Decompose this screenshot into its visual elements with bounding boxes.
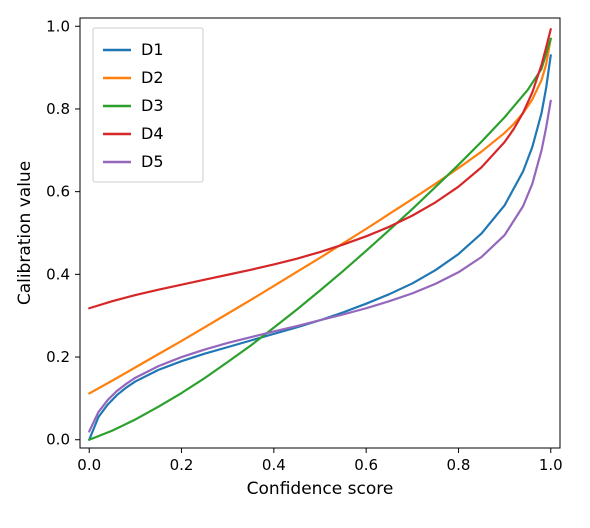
x-tick-label: 1.0 [539, 456, 563, 474]
y-tick-label: 0.2 [46, 348, 70, 366]
calibration-chart: 0.0 0.2 0.4 0.6 0.8 1.0 0.0 0.2 0.4 0.6 0.8 1.0 Conf… [0, 0, 590, 528]
y-axis-label: Calibration value [15, 161, 35, 305]
legend-label: D4 [141, 124, 164, 143]
x-tick-label: 0.0 [77, 456, 101, 474]
legend-label: D3 [141, 96, 164, 115]
x-tick-label: 0.4 [262, 456, 286, 474]
legend: D1 D2 D3 D4 D5 [93, 28, 203, 182]
x-tick-label: 0.2 [170, 456, 194, 474]
x-axis-label: Confidence score [247, 479, 394, 499]
y-tick-label: 1.0 [46, 17, 70, 35]
chart-bg [0, 0, 590, 528]
legend-label: D5 [141, 152, 164, 171]
x-tick-label: 0.6 [354, 456, 378, 474]
y-tick-label: 0.4 [46, 265, 70, 283]
legend-label: D1 [141, 40, 164, 59]
y-tick-label: 0.0 [46, 431, 70, 449]
y-tick-label: 0.6 [46, 183, 70, 201]
chart-svg: 0.0 0.2 0.4 0.6 0.8 1.0 0.0 0.2 0.4 0.6 0.8 1.0 Conf… [0, 0, 590, 528]
legend-label: D2 [141, 68, 164, 87]
x-tick-label: 0.8 [447, 456, 471, 474]
y-tick-label: 0.8 [46, 100, 70, 118]
